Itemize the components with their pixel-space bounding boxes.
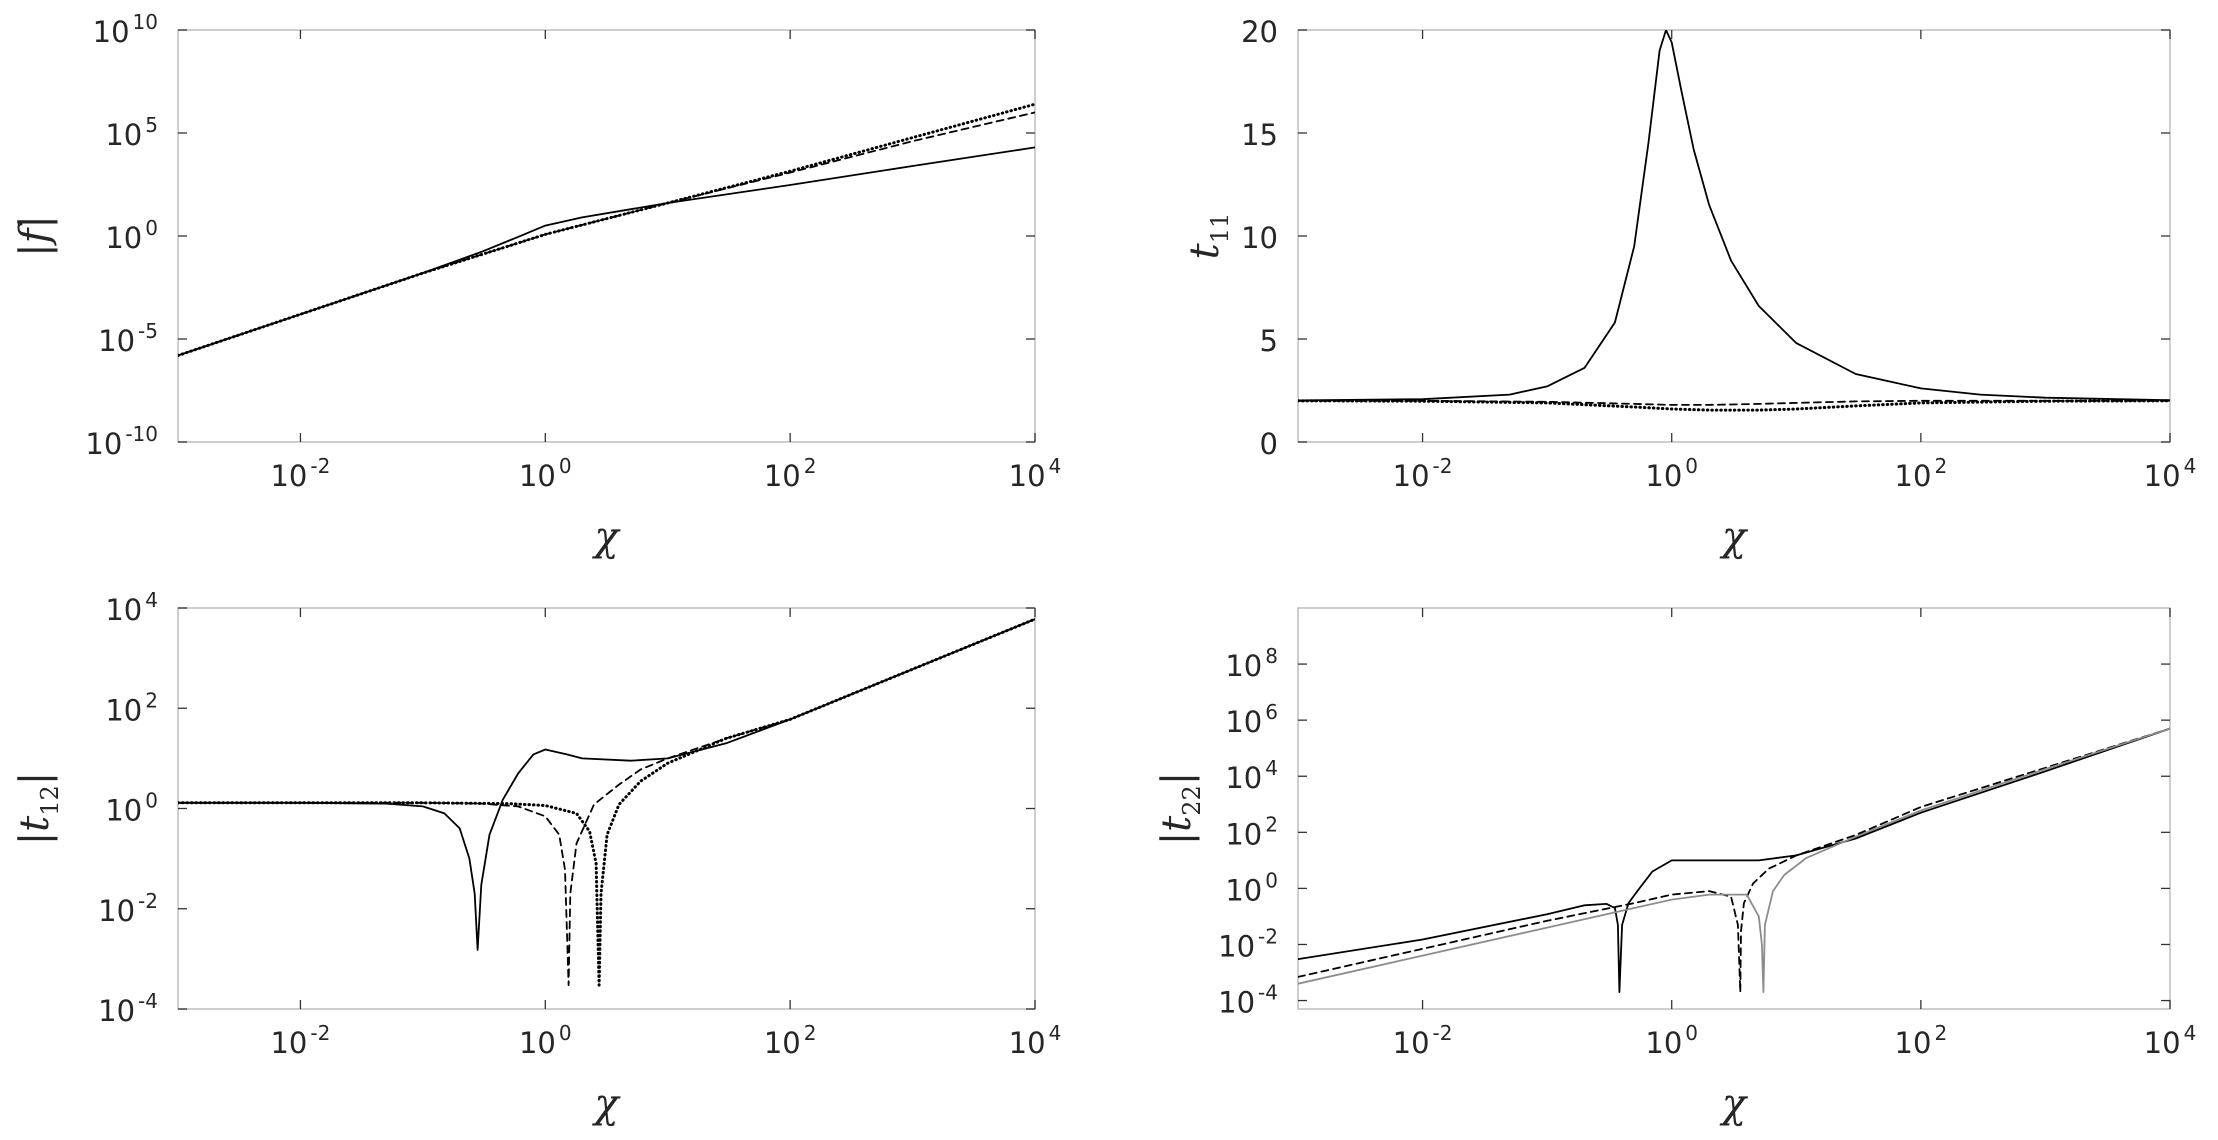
x-tick-label: 10 4 bbox=[1009, 1021, 1062, 1060]
y-tick-label: 10 -5 bbox=[98, 319, 158, 358]
y-tick-label: 5 bbox=[1260, 324, 1278, 358]
plot-area-frame bbox=[177, 29, 1036, 443]
y-tick-label: 10 10 bbox=[93, 10, 158, 49]
series-group bbox=[1298, 30, 2170, 412]
t22-panel: 10 -2 10 0 10 2 10 4 10 -4 10 -2 10 0 10 2 10 4 10 6 10 8 χ |t2… bbox=[1154, 607, 2197, 1127]
y-tick-label: 10 8 bbox=[1225, 644, 1278, 683]
y-tick-label: 10 -2 bbox=[1218, 924, 1278, 963]
x-tick-label: 10 -2 bbox=[270, 454, 330, 493]
series-line-dotted-2 bbox=[1298, 399, 2170, 412]
x-tick-label: 10 2 bbox=[1895, 1021, 1948, 1060]
plot-area-frame bbox=[1297, 607, 2171, 1010]
x-tick-label: 10 -2 bbox=[270, 1021, 330, 1060]
y-tick-label: 10 bbox=[1241, 221, 1278, 255]
x-tick-label: 10 0 bbox=[1645, 1021, 1698, 1060]
y-tick-label: 10 2 bbox=[105, 688, 158, 727]
x-axis-label: χ bbox=[591, 514, 621, 560]
y-tick-label: 10 4 bbox=[105, 588, 158, 627]
x-tick-label: 10 0 bbox=[519, 454, 572, 493]
f-panel: 10 -2 10 0 10 2 10 4 10 -10 10 -5 10 0 10 5 10 10 χ |f| bbox=[12, 10, 1061, 560]
y-axis-label: |t22| bbox=[1154, 772, 1206, 846]
x-tick-label: 10 4 bbox=[2144, 1021, 2197, 1060]
series-line-solid-0 bbox=[178, 146, 1035, 357]
y-tick-label: 10 0 bbox=[105, 789, 158, 828]
x-tick-label: 10 -2 bbox=[1393, 1021, 1453, 1060]
x-axis-label: χ bbox=[591, 1081, 621, 1127]
series-group bbox=[1298, 727, 2170, 993]
series-line-solid-2 bbox=[1298, 727, 2170, 993]
y-tick-label: 10 -2 bbox=[98, 889, 158, 928]
series-line-solid-0 bbox=[1298, 727, 2170, 993]
x-tick-label: 10 2 bbox=[764, 454, 817, 493]
x-tick-label: 10 0 bbox=[519, 1021, 572, 1060]
y-tick-label: 0 bbox=[1260, 427, 1278, 461]
x-axis-label: χ bbox=[1719, 514, 1749, 560]
series-line-dotted-2 bbox=[178, 102, 1035, 357]
y-tick-label: 10 0 bbox=[105, 216, 158, 255]
series-group bbox=[178, 102, 1035, 357]
y-axis-label: |f| bbox=[12, 215, 58, 257]
y-tick-label: 10 5 bbox=[105, 113, 158, 152]
y-tick-label: 10 2 bbox=[1225, 812, 1278, 851]
series-line-dashed-1 bbox=[1298, 399, 2170, 406]
y-tick-label: 10 6 bbox=[1225, 700, 1278, 739]
series-line-dashed-1 bbox=[1298, 727, 2170, 993]
series-group bbox=[178, 617, 1035, 987]
y-tick-label: 20 bbox=[1241, 15, 1278, 49]
y-tick-label: 15 bbox=[1241, 118, 1278, 152]
x-tick-label: 10 4 bbox=[1009, 454, 1062, 493]
y-tick-label: 10 0 bbox=[1225, 868, 1278, 907]
y-axis-label: |t12| bbox=[12, 772, 64, 846]
y-tick-label: 10 -10 bbox=[85, 422, 158, 461]
x-tick-label: 10 4 bbox=[2144, 454, 2197, 493]
y-axis-label: t11 bbox=[1182, 213, 1234, 260]
series-line-dotted-2 bbox=[178, 617, 1035, 987]
x-tick-label: 10 0 bbox=[1645, 454, 1698, 493]
series-line-solid-0 bbox=[1298, 30, 2170, 402]
series-line-dashed-1 bbox=[178, 111, 1035, 357]
x-tick-label: 10 2 bbox=[1895, 454, 1948, 493]
y-tick-label: 10 -4 bbox=[98, 989, 158, 1028]
plot-area-frame bbox=[177, 607, 1036, 1010]
series-line-solid-0 bbox=[178, 618, 1035, 951]
y-tick-label: 10 4 bbox=[1225, 756, 1278, 795]
t11-panel: 10 -2 10 0 10 2 10 4 0 5 10 15 20 χ t11 bbox=[1182, 15, 2196, 560]
x-axis-label: χ bbox=[1719, 1081, 1749, 1127]
x-tick-label: 10 -2 bbox=[1393, 454, 1453, 493]
t12-panel: 10 -2 10 0 10 2 10 4 10 -4 10 -2 10 0 10 2 10 4 χ |t12| bbox=[12, 588, 1061, 1127]
y-tick-label: 10 -4 bbox=[1218, 981, 1278, 1020]
plot-area-frame bbox=[1297, 29, 2171, 443]
x-tick-label: 10 2 bbox=[764, 1021, 817, 1060]
